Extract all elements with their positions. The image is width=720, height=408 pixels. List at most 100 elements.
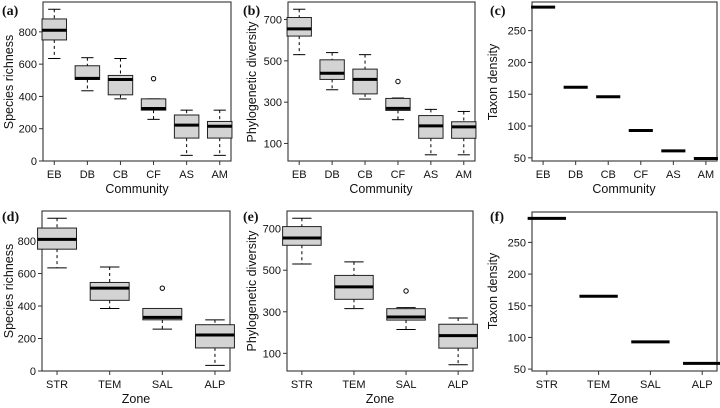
- x-axis-title: Community: [592, 182, 656, 196]
- x-tick-label: CF: [146, 169, 161, 181]
- y-axis-title: Taxon density: [486, 43, 500, 120]
- y-tick-label: 800: [18, 236, 36, 248]
- x-axis-title: Zone: [610, 392, 639, 406]
- iqr-box: [385, 97, 411, 111]
- plot-frame: [42, 1, 232, 162]
- y-tick-label: 500: [263, 265, 281, 277]
- box-DB: [74, 57, 101, 92]
- y-tick-label: 500: [264, 56, 282, 68]
- x-tick-label: AM: [211, 169, 228, 181]
- x-tick-label: CB: [601, 169, 616, 181]
- y-tick-label: 300: [263, 307, 281, 319]
- x-tick-label: TEM: [342, 379, 365, 391]
- x-tick-label: SAL: [640, 379, 661, 391]
- plot-frame: [287, 1, 476, 162]
- panel-e: (e) Zone Phylogenetic diversity 100 300 50…: [243, 210, 478, 406]
- iqr-box: [319, 59, 345, 80]
- panel-c: (c) Community Taxon density 50 100 150 200 2…: [486, 1, 718, 196]
- x-tick-label: DB: [568, 169, 583, 181]
- panel-label: (e): [243, 210, 259, 225]
- x-tick-label: AM: [456, 169, 473, 181]
- y-axis-title: Phylogenetic diversity: [245, 230, 259, 352]
- panel-d: (d) Zone Species richness 0 200 400 600 800 S…: [2, 210, 235, 406]
- x-tick-label: SAL: [396, 379, 417, 391]
- y-tick-label: 100: [263, 348, 281, 360]
- x-tick-label: CB: [113, 169, 128, 181]
- x-tick-label: AM: [698, 169, 715, 181]
- y-axis-title: Species richness: [2, 35, 16, 130]
- x-tick-label: CF: [633, 169, 648, 181]
- y-tick-label: 600: [19, 59, 37, 71]
- y-tick-label: 150: [508, 301, 526, 313]
- box-AM: [451, 110, 477, 156]
- x-tick-label: TEM: [98, 379, 121, 391]
- box-EB: [286, 8, 312, 56]
- y-tick-label: 50: [514, 153, 526, 165]
- box-STR: [282, 217, 322, 265]
- plot-frame: [531, 1, 718, 162]
- panel-label: (d): [2, 210, 19, 225]
- iqr-box: [206, 120, 233, 139]
- x-axis-title: Community: [349, 182, 413, 196]
- box-AS: [173, 109, 200, 156]
- panel-label: (a): [2, 4, 19, 19]
- y-axis-title: Species richness: [2, 244, 16, 339]
- plot-frame: [286, 210, 474, 372]
- y-tick-label: 600: [18, 269, 36, 281]
- y-tick-label: 100: [508, 332, 526, 344]
- box-EB: [41, 8, 68, 59]
- box-ALP: [194, 319, 235, 366]
- x-tick-label: CF: [391, 169, 406, 181]
- x-tick-label: AS: [179, 169, 194, 181]
- x-tick-label: TEM: [587, 379, 610, 391]
- box-STR: [37, 217, 78, 269]
- x-tick-label: ALP: [692, 379, 713, 391]
- panel-label: (c): [490, 4, 506, 19]
- y-tick-label: 150: [508, 89, 526, 101]
- iqr-box: [286, 16, 312, 37]
- iqr-box: [386, 308, 426, 321]
- x-axis-title: Zone: [122, 392, 151, 406]
- panel-label: (b): [243, 4, 260, 19]
- outlier-point: [159, 285, 166, 291]
- y-tick-label: 700: [264, 15, 282, 27]
- panel-label: (f): [490, 210, 504, 225]
- y-axis-title: Phylogenetic diversity: [245, 21, 259, 143]
- box-SAL: [142, 285, 183, 330]
- x-tick-label: DB: [324, 169, 339, 181]
- iqr-box: [451, 121, 477, 139]
- x-tick-label: ALP: [205, 379, 226, 391]
- y-tick-label: 400: [18, 301, 36, 313]
- x-tick-label: STR: [291, 379, 313, 391]
- x-tick-label: CB: [357, 169, 372, 181]
- y-tick-label: 200: [19, 124, 37, 136]
- box-SAL: [386, 288, 426, 330]
- x-tick-label: AS: [666, 169, 681, 181]
- y-tick-label: 700: [263, 224, 281, 236]
- box-CB: [107, 57, 134, 100]
- plot-frame: [41, 210, 231, 372]
- y-tick-label: 200: [508, 269, 526, 281]
- box-TEM: [89, 266, 130, 309]
- box-TEM: [334, 261, 374, 310]
- y-tick-label: 200: [508, 57, 526, 69]
- box-CB: [352, 54, 378, 100]
- box-ALP: [438, 317, 478, 366]
- box-CF: [140, 75, 167, 120]
- y-tick-label: 800: [19, 27, 37, 39]
- y-tick-label: 100: [264, 138, 282, 150]
- y-tick-label: 0: [30, 366, 36, 378]
- y-axis-title: Taxon density: [486, 252, 500, 329]
- y-tick-label: 300: [264, 97, 282, 109]
- iqr-box: [142, 307, 183, 321]
- box-DB: [319, 52, 345, 91]
- panel-f: (f) Zone Taxon density 50 100 150 200 250 STR…: [486, 210, 720, 406]
- x-tick-label: STR: [536, 379, 558, 391]
- outlier-point: [403, 288, 409, 294]
- y-tick-label: 250: [508, 26, 526, 38]
- x-tick-label: STR: [46, 379, 68, 391]
- iqr-box: [282, 226, 322, 246]
- y-tick-label: 200: [18, 334, 36, 346]
